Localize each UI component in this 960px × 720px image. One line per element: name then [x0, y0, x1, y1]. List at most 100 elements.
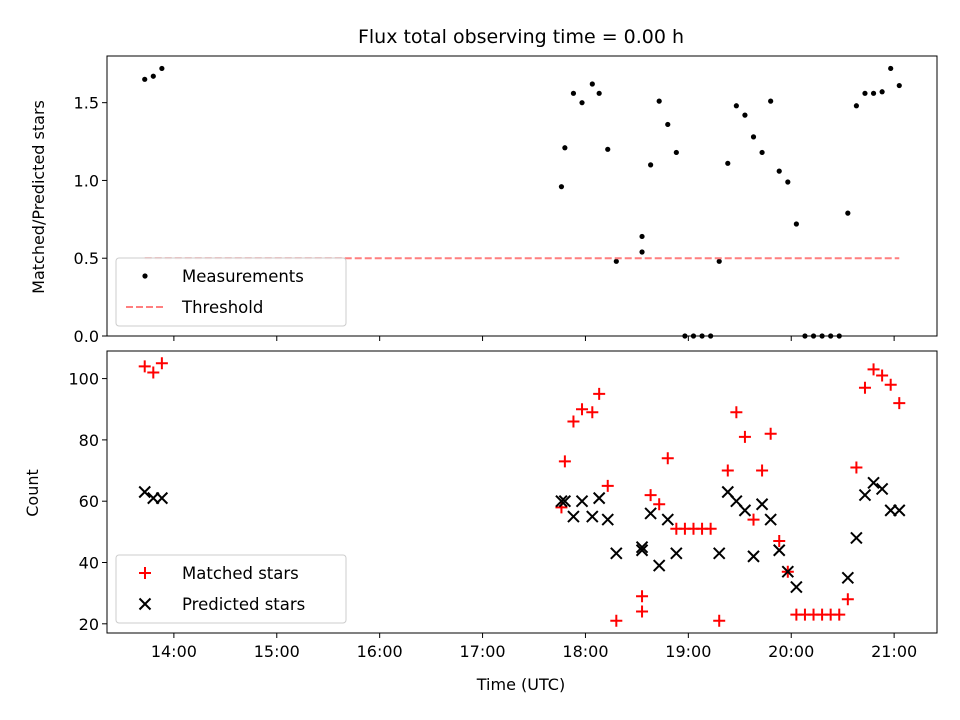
data-point: [773, 544, 786, 557]
top-y-axis-label: Matched/Predicted stars: [29, 100, 48, 294]
data-point: [776, 168, 782, 174]
data-point: [725, 160, 731, 166]
data-point: [610, 614, 623, 627]
y-tick-label: 1.5: [74, 94, 99, 113]
bottom-y-axis-label: Count: [23, 469, 42, 517]
data-point: [893, 397, 906, 410]
legend: Measurements Threshold: [115, 257, 347, 327]
data-point: [876, 369, 889, 382]
data-point: [635, 544, 649, 557]
data-point: [721, 464, 734, 477]
data-point: [648, 162, 654, 168]
data-point: [570, 90, 577, 96]
data-point: [793, 221, 799, 227]
data-point: [596, 90, 602, 96]
data-point: [605, 146, 611, 152]
legend-label: Threshold: [181, 298, 263, 317]
legend-box: [115, 257, 347, 327]
data-point: [639, 233, 645, 240]
x-tick-label: 16:00: [357, 642, 403, 661]
y-tick-label: 60: [79, 492, 99, 511]
data-point: [747, 550, 760, 563]
data-point: [870, 90, 877, 96]
data-point: [644, 507, 657, 520]
data-point: [661, 513, 674, 526]
bottom-panel: 20 40 60 80 100 14:00 15:00 16:00 17:00 18:00 19:0…: [68, 350, 938, 661]
y-tick-label: 20: [79, 615, 99, 634]
data-point: [781, 565, 795, 578]
legend-label: Predicted stars: [182, 595, 305, 614]
data-point: [601, 479, 614, 492]
data-point: [147, 366, 160, 379]
x-tick-label: 14:00: [151, 642, 197, 661]
data-point: [159, 65, 165, 72]
data-point: [150, 73, 156, 79]
data-point: [644, 489, 657, 502]
legend-swatch-matched: [139, 567, 151, 579]
data-point: [785, 179, 791, 185]
x-tick-label: 17:00: [460, 642, 506, 661]
data-point: [764, 427, 777, 440]
data-point: [747, 513, 760, 526]
data-point: [768, 98, 774, 104]
legend-swatch-predicted: [138, 597, 152, 611]
data-point: [610, 547, 623, 560]
data-point: [888, 65, 894, 72]
series-matched-stars: [138, 357, 906, 627]
data-point: [593, 387, 606, 400]
data-point: [893, 504, 906, 517]
data-point: [586, 406, 599, 419]
data-point: [652, 559, 666, 572]
data-point: [738, 430, 751, 443]
data-point: [733, 103, 739, 109]
data-point: [636, 590, 649, 603]
data-point: [850, 531, 863, 545]
data-point: [759, 149, 765, 156]
data-point: [896, 82, 902, 89]
data-point: [750, 134, 757, 140]
data-point: [589, 81, 595, 87]
data-point: [867, 476, 880, 490]
x-tick-label: 15:00: [254, 642, 300, 661]
data-point: [764, 513, 777, 526]
data-point: [841, 571, 855, 585]
data-point: [656, 98, 662, 104]
data-point: [879, 89, 885, 95]
y-tick-label: 40: [79, 554, 99, 573]
data-point: [730, 406, 743, 419]
legend: Matched stars Predicted stars: [115, 554, 347, 624]
series-predicted-stars: [138, 476, 906, 594]
x-tick-label: 21:00: [871, 642, 917, 661]
data-point: [639, 249, 645, 255]
data-point: [558, 184, 565, 190]
data-point: [562, 145, 568, 151]
data-point: [850, 461, 863, 474]
data-point: [558, 455, 571, 468]
data-point: [558, 494, 572, 508]
data-point: [867, 363, 880, 376]
legend-swatch-measurements: [142, 273, 148, 279]
data-point: [790, 580, 803, 594]
data-point: [875, 482, 889, 496]
data-point: [575, 494, 589, 508]
data-point: [742, 112, 748, 118]
series-measurements: [142, 65, 902, 339]
data-point: [155, 491, 169, 505]
data-point: [601, 513, 614, 526]
data-point: [845, 210, 851, 216]
data-point: [673, 149, 679, 156]
y-tick-label: 0.5: [74, 249, 99, 268]
data-point: [833, 608, 846, 621]
x-tick-label: 19:00: [665, 642, 711, 661]
x-tick-label: 18:00: [562, 642, 608, 661]
data-point: [716, 258, 722, 264]
data-point: [853, 103, 860, 109]
legend-label: Measurements: [182, 267, 304, 286]
data-point: [138, 485, 151, 499]
axes-frame: [106, 55, 938, 337]
data-point: [592, 491, 606, 505]
top-panel: 0.0 0.5 1.0 1.5 Measurements Threshold: [74, 55, 938, 346]
data-point: [635, 540, 649, 554]
data-point: [713, 614, 726, 627]
